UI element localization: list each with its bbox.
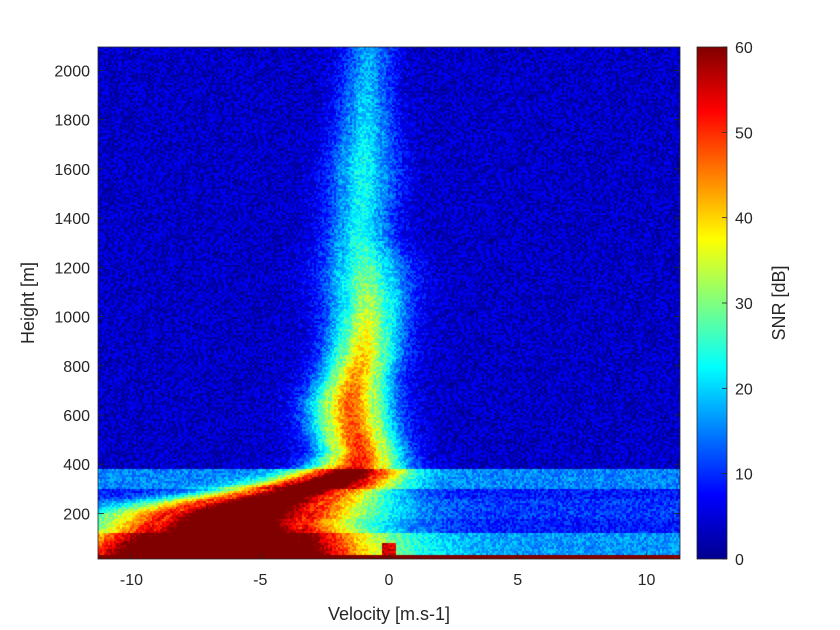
y-tick-label: 1400 [54,211,90,228]
colorbar-tick-label: 20 [735,381,753,398]
heatmap-image [98,47,680,559]
colorbar-tick-label: 50 [735,125,753,142]
x-tick-label: 10 [638,572,656,589]
y-tick-label: 1600 [54,162,90,179]
y-tick-label: 600 [63,408,90,425]
plot-frame [97,46,681,560]
y-tick-label: 400 [63,457,90,474]
colorbar-tick-label: 60 [735,40,753,57]
x-tick-label: -10 [120,572,143,589]
colorbar-tick-label: 40 [735,211,753,228]
colorbar-axis: 0 10 20 30 40 50 60 [722,40,753,569]
y-axis-label: Height [m] [18,262,38,344]
y-axis: 200 400 600 800 1000 1200 1400 1600 1800 2000 [54,63,680,523]
y-tick-label: 1800 [54,113,90,130]
colorbar-tick-label: 10 [735,467,753,484]
colorbar-tick-label: 30 [735,296,753,313]
y-tick-label: 2000 [54,63,90,80]
x-axis: -10 -5 0 5 10 [120,47,656,589]
y-tick-label: 200 [63,506,90,523]
y-tick-label: 1000 [54,310,90,327]
y-tick-label: 1200 [54,260,90,277]
x-tick-label: -5 [253,572,267,589]
colorbar-label: SNR [dB] [769,265,789,340]
x-tick-label: 5 [513,572,522,589]
x-axis-label: Velocity [m.s-1] [328,604,450,624]
colorbar-tick-label: 0 [735,552,744,569]
y-tick-label: 800 [63,359,90,376]
x-tick-label: 0 [385,572,394,589]
